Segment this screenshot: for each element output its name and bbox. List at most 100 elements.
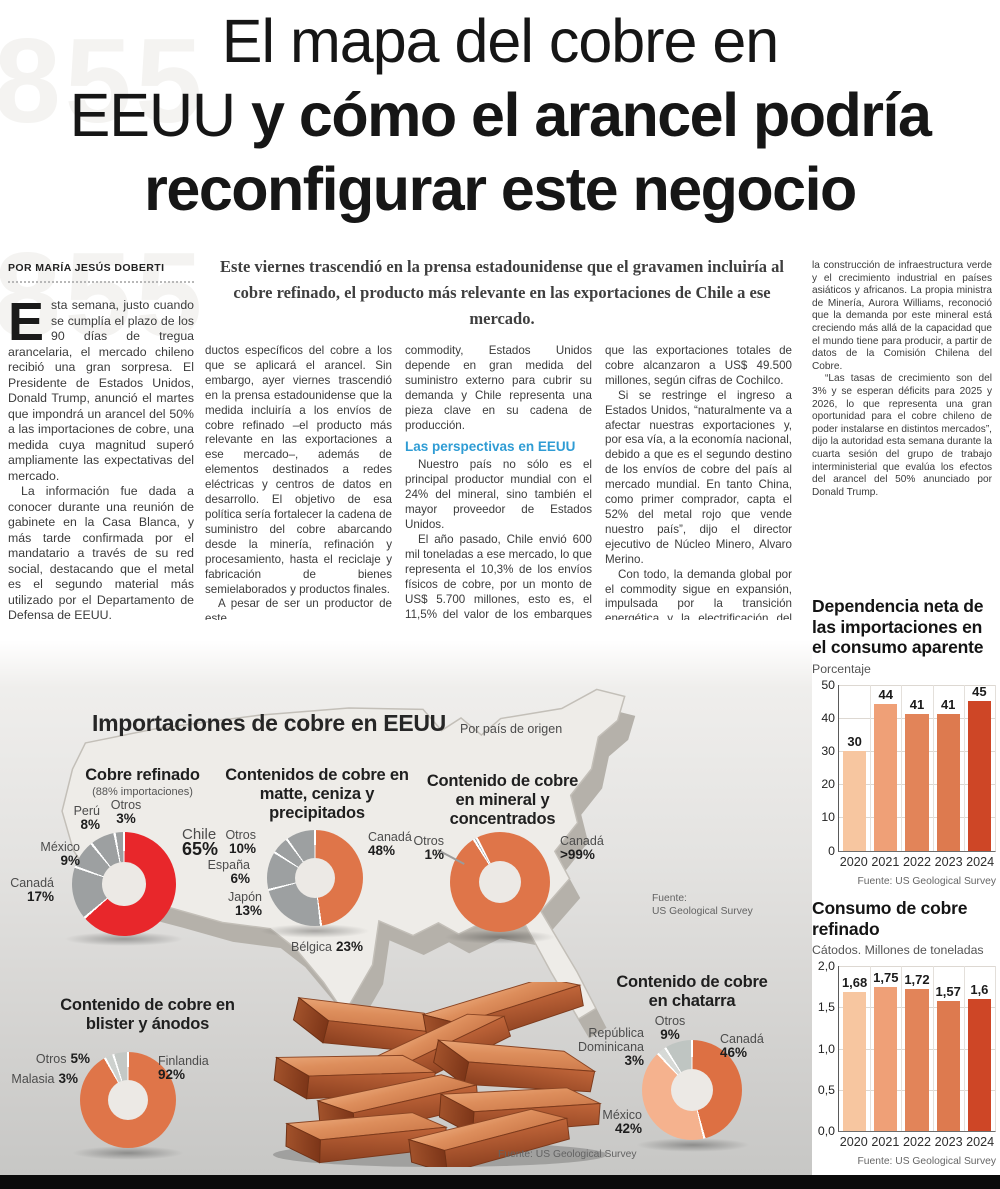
slice-label: República Dominicana 3% (577, 1026, 644, 1068)
slice-label: Canadá 17% (10, 876, 54, 904)
bar (905, 989, 929, 1131)
y-axis-tick: 0 (828, 843, 835, 858)
donut-shadow (444, 930, 556, 944)
donut-chart-matte (267, 830, 363, 926)
article-column-4: que las exportaciones totales de cobre a… (605, 344, 792, 620)
slice-label: Perú 8% (73, 804, 100, 832)
y-axis-tick: 10 (821, 810, 835, 825)
bar-chart-dependencia: Dependencia neta de las importaciones en… (812, 596, 1000, 887)
donut-chart-blister (80, 1052, 176, 1148)
x-axis-label: 2022 (902, 854, 931, 869)
slice-label: Otros 3% (110, 798, 142, 826)
donut-title: Contenido de cobre en blister y ánodos (60, 996, 235, 1033)
chart-title: Consumo de cobre refinado (812, 898, 968, 939)
bar (967, 701, 991, 851)
paragraph: A pesar de ser un productor de este (205, 597, 392, 620)
slice-label: Japón 13% (227, 890, 262, 918)
slice-label: Bélgica 23% (290, 939, 364, 955)
section-subhead: Las perspectivas en EEUU (405, 439, 576, 455)
x-axis-label: 2020 (839, 1135, 868, 1149)
chart-unit-label: Porcentaje (812, 661, 871, 676)
paragraph: Con todo, la demanda global por el commo… (605, 567, 792, 620)
y-axis-tick: 2,0 (817, 959, 835, 973)
donut-title: Contenido de cobre en mineral y concentr… (426, 772, 579, 828)
x-axis-label: 2024 (966, 1135, 995, 1149)
bar (843, 992, 867, 1131)
source-note: Fuente: US Geological Survey (857, 875, 996, 887)
slice-label: Otros 1% (413, 834, 444, 862)
bar (843, 750, 867, 851)
bar (936, 714, 960, 851)
donut-chart-mineral (450, 832, 550, 932)
paragraph: que las exportaciones totales de cobre a… (605, 344, 792, 387)
slice-label: España 6% (207, 858, 250, 886)
copper-imports-infographic: Importaciones de cobre en EEUU Por país … (0, 640, 812, 1178)
paragraph: la construcción de infraestructura verde… (812, 260, 992, 372)
y-axis-tick: 40 (821, 710, 835, 725)
slice-label: Otros 10% (225, 828, 256, 856)
x-axis-label: 2024 (966, 854, 995, 869)
source-note: Fuente: US Geological Survey (498, 1149, 637, 1160)
x-axis-label: 2021 (871, 1135, 900, 1149)
paragraph: Si se restringe el ingreso a Estados Uni… (605, 388, 792, 566)
gridline (870, 966, 872, 1131)
y-axis-tick: 0,5 (817, 1082, 835, 1097)
gridline (901, 684, 903, 851)
bar-value-label: 1,6 (970, 982, 989, 997)
slice-label: Canadá >99% (560, 834, 604, 862)
donut-shadow (636, 1138, 750, 1152)
article-column-2: ductos específicos del cobre a los que s… (205, 344, 392, 620)
plot-area: 2,0 1,5 1,0 0,5 0,0 1,68 1,75 1,72 1,57 1,6 (818, 959, 996, 1138)
slice-label: Canadá 48% (368, 830, 412, 858)
x-axis-label: 2022 (902, 1135, 931, 1149)
slice-label: México 42% (602, 1108, 642, 1136)
bar (874, 704, 898, 851)
article-column-5: la construcción de infraestructura verde… (812, 260, 992, 618)
plot-area: 50 40 30 20 10 0 30 44 41 41 45 (821, 678, 996, 858)
gridline (932, 684, 934, 851)
slice-label: Canadá 46% (720, 1032, 764, 1060)
x-axis-labels: 2020 2021 2022 2023 2024 (838, 1132, 996, 1149)
paragraph: La información fue dada a conocer durant… (8, 484, 194, 620)
paragraph: El año pasado, Chile envió 600 mil tonel… (405, 532, 592, 620)
article-column-3: commodity, Estados Unidos depende en gra… (405, 344, 592, 620)
headline-bold-part: y cómo el arancel podría (251, 81, 932, 149)
drop-cap: E (8, 298, 45, 352)
gridline (839, 966, 995, 967)
y-axis-tick: 1,5 (817, 1000, 835, 1015)
y-axis-tick: 50 (821, 677, 835, 692)
gridline (870, 684, 872, 851)
byline: POR MARÍA JESÚS DOBERTI (8, 262, 194, 283)
bar-value-label: 41 (909, 697, 925, 713)
y-axis-tick: 30 (821, 743, 835, 758)
slice-label: Malasia 3% (11, 1071, 78, 1087)
bar-value-label: 1,75 (873, 969, 899, 985)
y-axis-tick: 0,0 (817, 1124, 835, 1138)
gridline (932, 966, 934, 1131)
x-axis-label: 2021 (871, 854, 900, 869)
donut-title: Contenido de cobre en chatarra (616, 973, 768, 1010)
donut-shadow (260, 924, 370, 938)
slice-label: Otros 5% (35, 1051, 90, 1067)
headline-light-part: EEUU (69, 81, 252, 149)
donut-chart-cobre-refinado (72, 832, 176, 936)
source-note: Fuente: US Geological Survey (652, 893, 753, 917)
paragraph: “Las tasas de crecimiento son del 3% y s… (812, 373, 992, 498)
donut-chart-chatarra (642, 1040, 742, 1140)
bar (967, 999, 991, 1131)
bar (905, 714, 929, 851)
headline-bold-part: reconfigurar este negocio (144, 155, 857, 223)
watermark-text: 855 (0, 228, 207, 362)
donut-shadow (72, 1146, 184, 1160)
x-axis-label: 2023 (934, 854, 963, 869)
watermark-text: 855 (0, 14, 207, 148)
paragraph: commodity, Estados Unidos depende en gra… (405, 344, 592, 432)
bar (874, 986, 898, 1131)
donut-subtitle: (88% importaciones) (92, 786, 193, 798)
slice-label: Finlandia 92% (158, 1054, 209, 1082)
bar-chart-consumo: Consumo de cobre refinado Cátodos. Millo… (812, 898, 1000, 1167)
donut-shadow (64, 932, 184, 946)
